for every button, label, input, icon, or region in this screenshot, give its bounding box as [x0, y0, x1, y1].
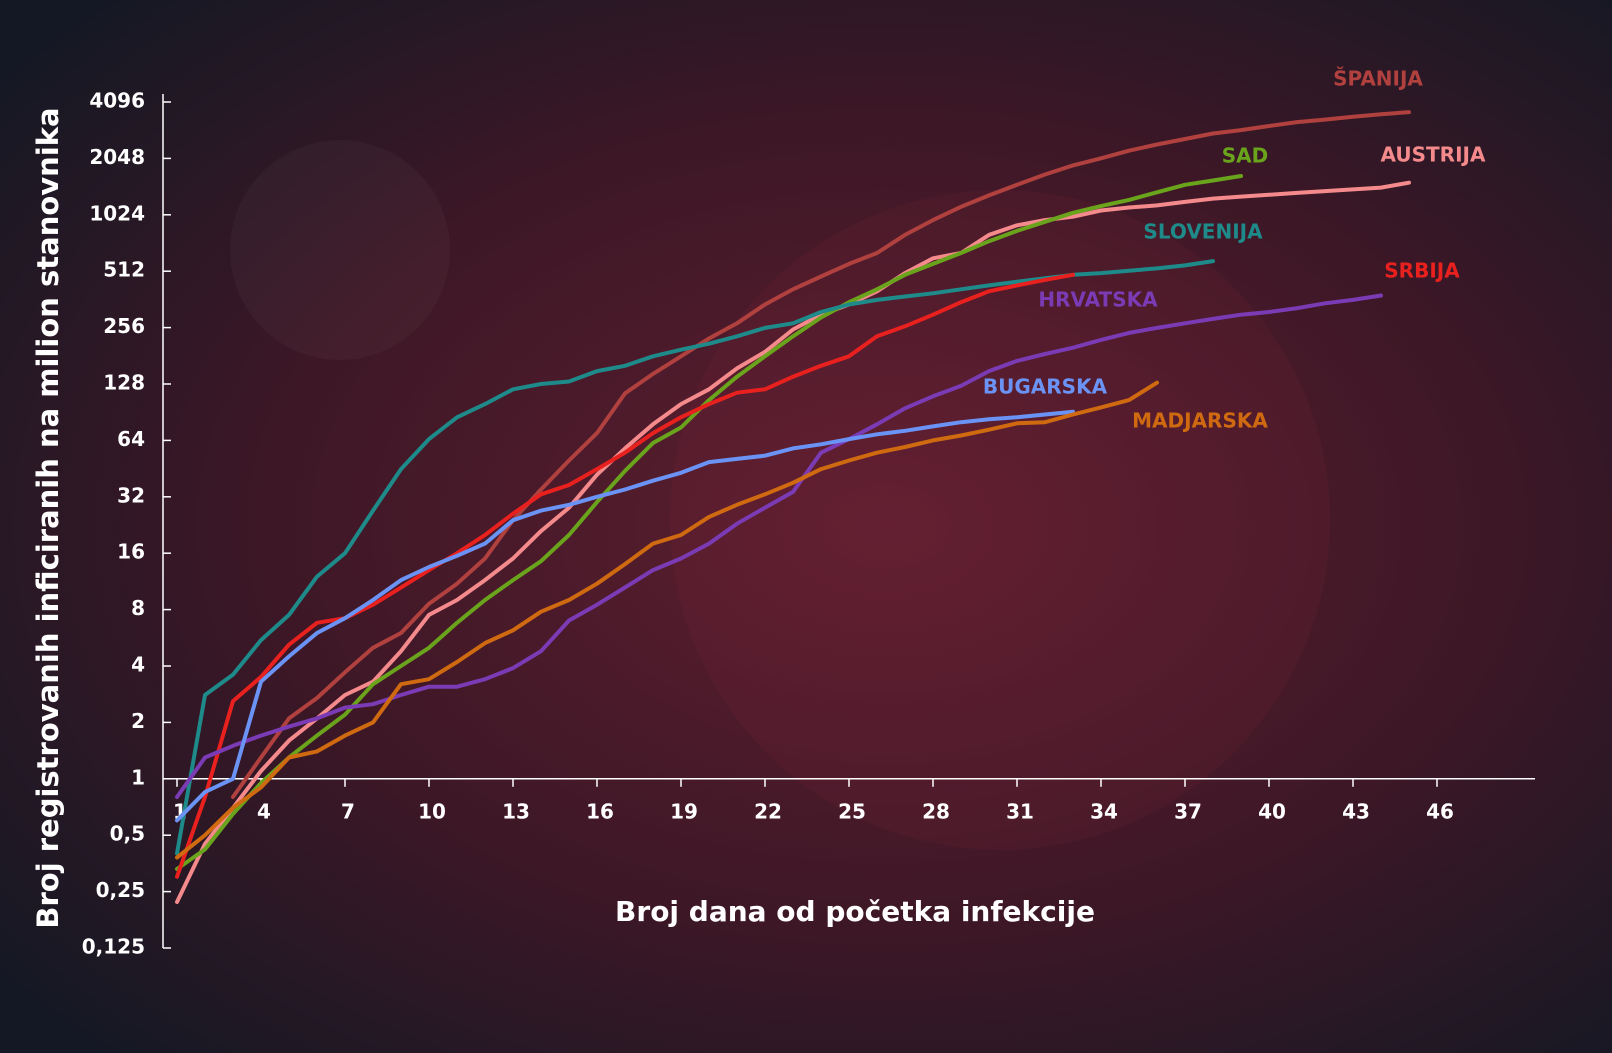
x-tick-label: 7	[341, 799, 355, 823]
y-tick-label: 32	[117, 483, 145, 507]
series-label: SRBIJA	[1384, 259, 1460, 283]
decoration	[670, 190, 1330, 850]
series-line	[231, 110, 1411, 799]
y-tick-label: 16	[117, 540, 145, 564]
series-label: HRVATSKA	[1038, 288, 1158, 312]
x-tick-label: 13	[502, 799, 530, 823]
series-label: MADJARSKA	[1132, 409, 1268, 433]
series-line	[175, 293, 1383, 799]
y-tick-label: 4096	[89, 89, 145, 113]
series-label: ŠPANIJA	[1333, 67, 1423, 91]
y-axis-title: Broj registrovanih inficiranih na milion…	[31, 107, 65, 928]
x-tick-label: 46	[1426, 799, 1454, 823]
y-tick-label: 2048	[89, 145, 145, 169]
x-tick-label: 34	[1090, 799, 1118, 823]
x-axis-title: Broj dana od početka infekcije	[615, 895, 1095, 928]
x-tick-label: 37	[1174, 799, 1202, 823]
y-tick-label: 1024	[89, 201, 145, 225]
x-tick-label: 28	[922, 799, 950, 823]
y-tick-label: 8	[131, 596, 145, 620]
series-label: BUGARSKA	[983, 375, 1108, 399]
y-tick-label: 0,25	[96, 878, 145, 902]
series-line	[175, 180, 1411, 904]
y-tick-label: 256	[103, 314, 145, 338]
x-tick-label: 40	[1258, 799, 1286, 823]
series-label: SAD	[1222, 144, 1268, 168]
y-tick-label: 0,5	[110, 822, 145, 846]
y-tick-label: 64	[117, 427, 145, 451]
series-line	[175, 409, 1075, 823]
x-tick-label: 4	[257, 799, 271, 823]
decoration	[230, 140, 450, 360]
x-tick-label: 25	[838, 799, 866, 823]
y-tick-label: 128	[103, 371, 145, 395]
x-tick-label: 10	[418, 799, 446, 823]
x-tick-label: 31	[1006, 799, 1034, 823]
series-line	[175, 272, 1075, 879]
series-line	[175, 380, 1159, 860]
series-label: AUSTRIJA	[1381, 143, 1486, 167]
y-tick-label: 4	[131, 653, 145, 677]
y-tick-label: 0,125	[82, 935, 145, 959]
y-tick-label: 512	[103, 258, 145, 282]
x-tick-label: 22	[754, 799, 782, 823]
y-tick-label: 1	[131, 765, 145, 789]
y-tick-label: 2	[131, 709, 145, 733]
series-label: SLOVENIJA	[1143, 220, 1263, 244]
x-tick-label: 16	[586, 799, 614, 823]
x-tick-label: 19	[670, 799, 698, 823]
x-tick-label: 43	[1342, 799, 1370, 823]
